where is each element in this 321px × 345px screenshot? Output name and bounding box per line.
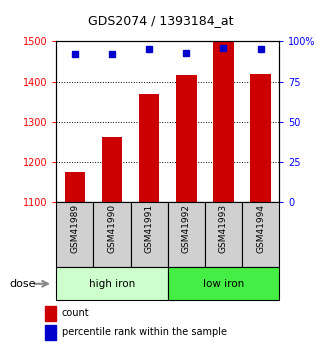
Bar (168, 202, 205, 267)
Bar (45, 306, 56, 321)
Text: GSM41989: GSM41989 (70, 204, 79, 253)
Bar (213, 41, 234, 202)
Text: dose: dose (10, 279, 36, 289)
Bar (93, 202, 131, 267)
Bar (45, 325, 56, 339)
Bar (139, 94, 159, 202)
Text: GSM41992: GSM41992 (182, 204, 191, 253)
Bar (56, 267, 168, 300)
Text: GSM41993: GSM41993 (219, 204, 228, 253)
Text: count: count (62, 308, 89, 318)
Bar (250, 74, 271, 202)
Bar (176, 76, 196, 202)
Text: high iron: high iron (89, 279, 135, 289)
Text: GSM41990: GSM41990 (108, 204, 117, 253)
Bar (102, 137, 122, 202)
Text: GDS2074 / 1393184_at: GDS2074 / 1393184_at (88, 14, 233, 27)
Text: GSM41991: GSM41991 (145, 204, 154, 253)
Text: GSM41994: GSM41994 (256, 204, 265, 253)
Bar (56, 202, 93, 267)
Bar (65, 172, 85, 202)
Bar (242, 202, 279, 267)
Bar (205, 202, 242, 267)
Bar (131, 202, 168, 267)
Text: low iron: low iron (203, 279, 244, 289)
Text: percentile rank within the sample: percentile rank within the sample (62, 327, 227, 337)
Bar (168, 267, 279, 300)
